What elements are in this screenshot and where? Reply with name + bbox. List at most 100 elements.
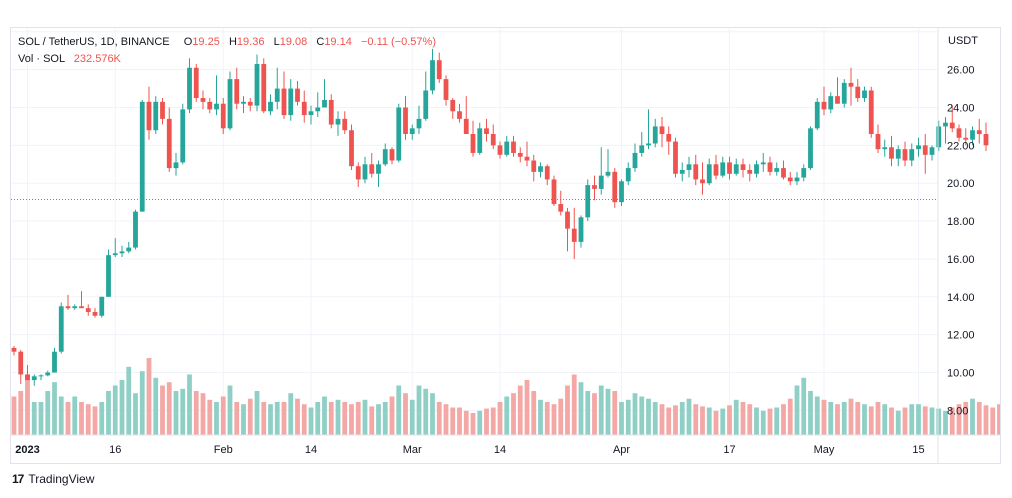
volume-bar (571, 374, 577, 435)
candle-body (173, 162, 179, 169)
volume-bar (814, 396, 820, 435)
volume-bar (794, 385, 800, 435)
volume-bar (457, 407, 462, 435)
volume-bar (747, 404, 753, 435)
volume-bar (396, 385, 402, 435)
candle-body (180, 109, 186, 163)
candle-body (342, 118, 348, 131)
volume-bar (376, 404, 381, 435)
volume-bar (342, 402, 348, 435)
candle-body (801, 168, 807, 178)
volume-bar (166, 382, 172, 435)
candle-body (666, 134, 672, 142)
volume-bar (727, 405, 732, 435)
volume-bar (679, 402, 685, 435)
volume-bar (970, 398, 975, 435)
candle-body (868, 90, 874, 135)
candle-body (571, 228, 577, 242)
time-tick-label: Feb (214, 444, 233, 456)
price-tick-label: 10.00 (947, 368, 975, 380)
candle-body (814, 101, 820, 129)
candle-body (355, 166, 361, 180)
candle-body (983, 134, 989, 146)
candle-body (254, 63, 260, 106)
volume-bar (511, 393, 516, 435)
volume-bar (909, 404, 915, 435)
candle-body (85, 308, 91, 312)
volume-bar (72, 396, 78, 435)
candle-body (929, 147, 935, 155)
candle-body (700, 179, 705, 184)
volume-bar (281, 402, 287, 435)
volume-bar (389, 396, 395, 435)
volume-bar (754, 407, 759, 435)
volume-bar (430, 393, 435, 435)
symbol-title[interactable]: SOL / TetherUS, 1D, BINANCE (18, 36, 170, 48)
volume-bar (403, 393, 408, 435)
candle-body (430, 60, 435, 91)
candle-body (848, 82, 854, 87)
volume-bar (227, 385, 233, 435)
candle-body (963, 137, 969, 140)
candle-body (821, 101, 827, 110)
candle-body (220, 103, 226, 129)
volume-bar (895, 410, 901, 435)
volume-bar (38, 402, 44, 435)
volume-bar (58, 396, 64, 435)
candle-body (457, 111, 462, 119)
volume-bar (11, 396, 17, 435)
volume-bar (733, 399, 739, 435)
volume-label[interactable]: Vol · SOL (18, 53, 65, 65)
candle-body (841, 82, 847, 104)
volume-bar (497, 402, 503, 435)
candle-body (673, 141, 678, 174)
candle-body (281, 88, 287, 116)
candle-body (18, 351, 24, 375)
volume-bar (524, 380, 530, 435)
volume-bar (65, 402, 71, 435)
volume-bar (713, 410, 719, 435)
candle-body (747, 169, 753, 174)
candle-body (679, 169, 685, 174)
candlestick-chart[interactable]: USDT 8.00 10.00 12.00 14.00 16.00 18.00 20.00 22… (11, 28, 1000, 463)
candle-body (976, 130, 982, 135)
price-tick-label: 26.00 (947, 65, 975, 77)
volume-bar (659, 404, 665, 435)
candle-body (409, 128, 415, 135)
volume-bar (551, 404, 557, 435)
volume-bar (220, 396, 226, 435)
volume-bar (700, 406, 705, 435)
volume-bar (470, 413, 476, 435)
low-label: L (273, 36, 280, 48)
volume-bar (477, 410, 483, 435)
candle-body (862, 90, 867, 99)
chart-frame: USDT 8.00 10.00 12.00 14.00 16.00 18.00 20.00 22… (10, 27, 1001, 464)
candle-body (693, 164, 699, 180)
candle-body (139, 101, 145, 212)
candle-body (511, 141, 516, 153)
volume-bar (31, 402, 37, 435)
candle-body (376, 164, 381, 174)
low-value: 19.08 (279, 36, 308, 48)
candle-body (160, 101, 165, 119)
candle-body (875, 134, 881, 150)
volume-bar (207, 399, 213, 435)
candle-body (72, 306, 78, 309)
close-label: C (316, 36, 325, 48)
volume-bar (922, 406, 928, 435)
tradingview-footer[interactable]: 17 TradingView (12, 472, 94, 486)
candle-body (369, 164, 375, 174)
candle-body (578, 217, 584, 242)
volume-bar (126, 366, 132, 435)
volume-bar (173, 391, 179, 435)
price-axis-unit: USDT (948, 35, 978, 47)
volume-bar (760, 410, 766, 435)
volume-bar (328, 402, 334, 435)
candle-body (794, 177, 800, 182)
volume-bar (558, 398, 564, 435)
volume-bar (706, 407, 712, 435)
candle-body (895, 149, 901, 159)
volume-bar (929, 407, 935, 435)
candle-body (909, 149, 915, 161)
volume-bar (409, 399, 415, 435)
